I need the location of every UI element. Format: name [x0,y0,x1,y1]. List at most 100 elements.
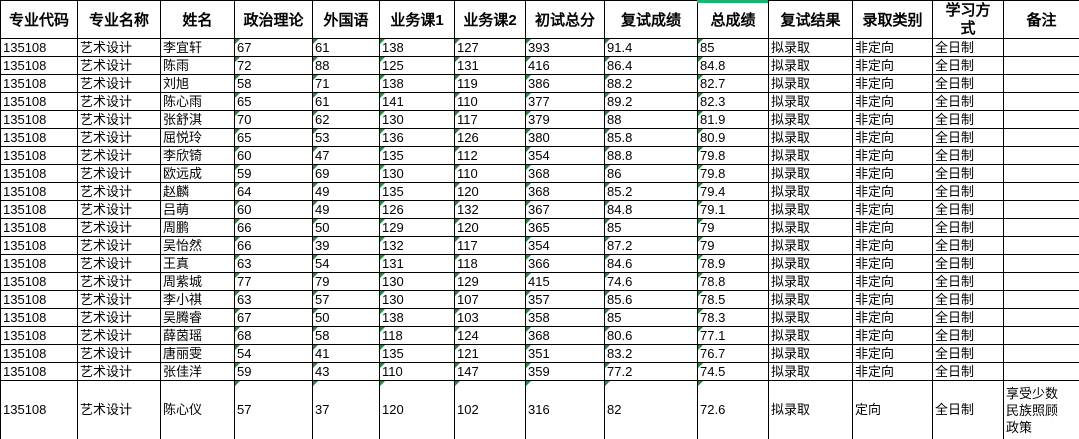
cell-total-score[interactable]: 77.1 [697,326,769,345]
header-cell-study-mode[interactable]: 学习方式 [932,0,1004,39]
cell-course2[interactable]: 110 [454,92,526,111]
cell-course1[interactable]: 126 [379,200,455,219]
cell-admission-category[interactable]: 非定向 [852,344,933,363]
cell-total-score[interactable]: 78.3 [697,308,769,327]
cell-politics[interactable]: 72 [234,56,313,75]
cell-total-score[interactable]: 79.8 [697,164,769,183]
cell-retest-result[interactable]: 拟录取 [768,128,853,147]
cell-admission-category[interactable]: 非定向 [852,308,933,327]
cell-remark[interactable] [1003,308,1079,327]
cell-initial-total[interactable]: 386 [525,74,605,93]
cell-admission-category[interactable]: 非定向 [852,236,933,255]
cell-study-mode[interactable]: 全日制 [932,146,1004,165]
cell-major-code[interactable]: 135108 [0,56,78,75]
cell-remark[interactable] [1003,128,1079,147]
cell-major-code[interactable]: 135108 [0,272,78,291]
cell-name[interactable]: 吕萌 [160,200,235,219]
cell-major-name[interactable]: 艺术设计 [77,92,161,111]
cell-politics[interactable]: 63 [234,254,313,273]
cell-major-code[interactable]: 135108 [0,290,78,309]
cell-retest-result[interactable]: 拟录取 [768,146,853,165]
cell-politics[interactable]: 67 [234,308,313,327]
cell-admission-category[interactable]: 非定向 [852,146,933,165]
cell-retest-score[interactable]: 77.2 [604,362,698,381]
cell-initial-total[interactable]: 354 [525,236,605,255]
cell-major-code[interactable]: 135108 [0,254,78,273]
cell-foreign-language[interactable]: 43 [312,362,380,381]
cell-retest-score[interactable]: 84.8 [604,200,698,219]
cell-study-mode[interactable]: 全日制 [932,290,1004,309]
cell-retest-result[interactable]: 拟录取 [768,344,853,363]
cell-retest-score[interactable]: 88 [604,110,698,129]
header-cell-retest-result[interactable]: 复试结果 [768,0,853,39]
cell-retest-score[interactable]: 74.6 [604,272,698,291]
cell-remark[interactable] [1003,110,1079,129]
cell-major-name[interactable]: 艺术设计 [77,128,161,147]
cell-retest-score[interactable]: 85 [604,218,698,237]
cell-politics[interactable]: 64 [234,182,313,201]
cell-politics[interactable]: 57 [234,380,313,439]
cell-retest-result[interactable]: 拟录取 [768,74,853,93]
cell-course1[interactable]: 125 [379,56,455,75]
cell-course2[interactable]: 121 [454,344,526,363]
cell-remark[interactable] [1003,164,1079,183]
cell-foreign-language[interactable]: 39 [312,236,380,255]
cell-course2[interactable]: 132 [454,200,526,219]
cell-major-code[interactable]: 135108 [0,146,78,165]
cell-foreign-language[interactable]: 50 [312,308,380,327]
cell-study-mode[interactable]: 全日制 [932,38,1004,57]
cell-politics[interactable]: 65 [234,128,313,147]
cell-course2[interactable]: 119 [454,74,526,93]
cell-remark[interactable] [1003,92,1079,111]
cell-admission-category[interactable]: 定向 [852,380,933,439]
cell-study-mode[interactable]: 全日制 [932,74,1004,93]
cell-foreign-language[interactable]: 54 [312,254,380,273]
cell-course1[interactable]: 130 [379,164,455,183]
cell-major-code[interactable]: 135108 [0,200,78,219]
cell-course1[interactable]: 131 [379,254,455,273]
cell-name[interactable]: 李宜轩 [160,38,235,57]
cell-politics[interactable]: 68 [234,326,313,345]
header-cell-name[interactable]: 姓名 [160,0,235,39]
cell-course2[interactable]: 110 [454,164,526,183]
cell-remark[interactable]: 享受少数民族照顾政策 [1003,380,1079,439]
cell-total-score[interactable]: 78.5 [697,290,769,309]
cell-politics[interactable]: 65 [234,92,313,111]
cell-foreign-language[interactable]: 50 [312,218,380,237]
cell-name[interactable]: 陈心雨 [160,92,235,111]
cell-major-name[interactable]: 艺术设计 [77,290,161,309]
cell-total-score[interactable]: 79.4 [697,182,769,201]
cell-retest-score[interactable]: 82 [604,380,698,439]
cell-course1[interactable]: 135 [379,146,455,165]
cell-study-mode[interactable]: 全日制 [932,326,1004,345]
cell-study-mode[interactable]: 全日制 [932,236,1004,255]
cell-foreign-language[interactable]: 49 [312,200,380,219]
cell-politics[interactable]: 59 [234,164,313,183]
cell-admission-category[interactable]: 非定向 [852,290,933,309]
cell-admission-category[interactable]: 非定向 [852,164,933,183]
cell-total-score[interactable]: 79.1 [697,200,769,219]
cell-name[interactable]: 张舒淇 [160,110,235,129]
cell-major-code[interactable]: 135108 [0,344,78,363]
cell-course2[interactable]: 120 [454,218,526,237]
cell-name[interactable]: 刘旭 [160,74,235,93]
cell-major-code[interactable]: 135108 [0,218,78,237]
cell-major-name[interactable]: 艺术设计 [77,38,161,57]
cell-total-score[interactable]: 80.9 [697,128,769,147]
cell-study-mode[interactable]: 全日制 [932,362,1004,381]
cell-major-name[interactable]: 艺术设计 [77,254,161,273]
cell-retest-result[interactable]: 拟录取 [768,110,853,129]
cell-retest-score[interactable]: 87.2 [604,236,698,255]
cell-course1[interactable]: 138 [379,308,455,327]
cell-initial-total[interactable]: 359 [525,362,605,381]
cell-total-score[interactable]: 72.6 [697,380,769,439]
cell-major-name[interactable]: 艺术设计 [77,272,161,291]
cell-total-score[interactable]: 85 [697,38,769,57]
cell-politics[interactable]: 60 [234,146,313,165]
cell-politics[interactable]: 60 [234,200,313,219]
cell-foreign-language[interactable]: 49 [312,182,380,201]
cell-study-mode[interactable]: 全日制 [932,308,1004,327]
cell-initial-total[interactable]: 368 [525,182,605,201]
cell-admission-category[interactable]: 非定向 [852,38,933,57]
cell-study-mode[interactable]: 全日制 [932,56,1004,75]
